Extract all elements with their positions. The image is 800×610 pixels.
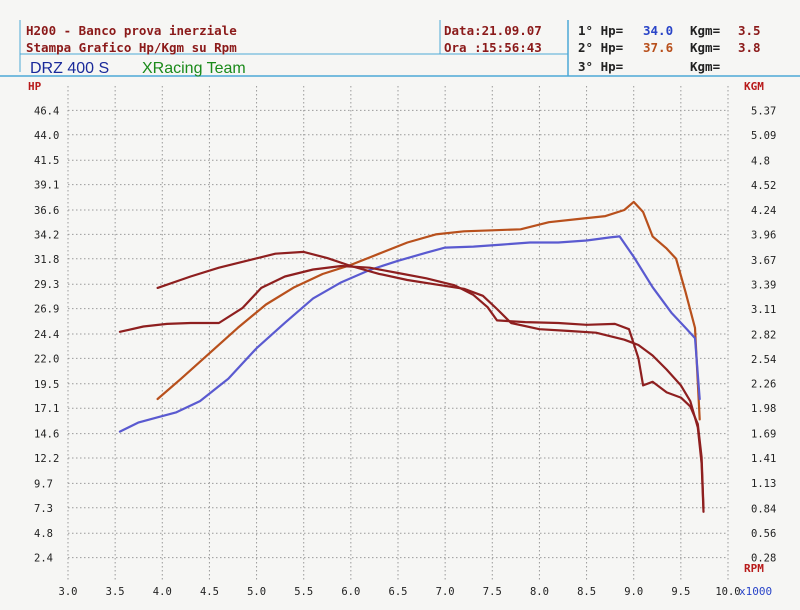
series-line-1 <box>156 200 701 421</box>
y-right-tick-label: 0.84 <box>751 503 776 515</box>
y-right-tick-label: 3.67 <box>751 255 776 267</box>
x-tick-label: 7.5 <box>483 586 502 598</box>
series-line-4 <box>118 264 705 510</box>
x-tick-label: 7.0 <box>436 586 455 598</box>
y-right-tick-label: 3.39 <box>751 279 776 291</box>
y-left-tick-label: 19.5 <box>34 379 59 391</box>
y-left-tick-label: 7.3 <box>34 503 53 515</box>
x-tick-label: 9.5 <box>671 586 690 598</box>
y-right-tick-label: 3.11 <box>751 304 776 316</box>
y-right-tick-label: 4.24 <box>751 205 776 217</box>
run-2-label: 2° Hp= <box>578 40 623 55</box>
y-left-tick-label: 34.2 <box>34 229 59 241</box>
y-left-tick-label: 44.0 <box>34 130 59 142</box>
y-left-tick-label: 12.2 <box>34 453 59 465</box>
y-left-tick-label: 46.4 <box>34 105 59 117</box>
y-right-tick-label: 2.54 <box>751 354 776 366</box>
header: H200 - Banco prova inerziale Stampa Graf… <box>26 23 761 74</box>
y-right-tick-label: 2.82 <box>751 329 776 341</box>
y-left-tick-label: 29.3 <box>34 279 59 291</box>
header-frame <box>0 20 800 77</box>
y-right-tick-label: 1.13 <box>751 478 776 490</box>
bike-model-label: DRZ 400 S <box>30 60 109 77</box>
y-left-tick-label: 22.0 <box>34 353 59 365</box>
y-left-tick-label: 24.4 <box>34 329 59 341</box>
y-left-tick-label: 2.4 <box>34 553 53 565</box>
y-right-axis-label: KGM <box>744 80 764 93</box>
run-3-label: 3° Hp= <box>578 59 623 74</box>
run-1-kgm-label: Kgm= <box>690 23 720 38</box>
x-tick-label: 3.0 <box>59 586 78 598</box>
y-left-tick-label: 26.9 <box>34 304 59 316</box>
x-tick-label: 4.0 <box>153 586 172 598</box>
chart-subtitle: Stampa Grafico Hp/Kgm su Rpm <box>26 40 237 55</box>
x-axis-unit: x1000 <box>739 585 772 598</box>
y-left-tick-label: 17.1 <box>34 403 59 415</box>
y-left-axis-label: HP <box>28 80 42 93</box>
y-left-tick-label: 39.1 <box>34 180 59 192</box>
x-tick-label: 4.5 <box>200 586 219 598</box>
y-right-tick-label: 5.09 <box>751 130 776 142</box>
x-tick-label: 9.0 <box>624 586 643 598</box>
x-tick-label: 5.0 <box>247 586 266 598</box>
x-tick-label: 3.5 <box>106 586 125 598</box>
run-1-hp: 34.0 <box>643 23 673 38</box>
axis-units: HP KGM RPM x1000 <box>28 80 772 598</box>
y-left-tick-label: 9.7 <box>34 478 53 490</box>
x-tick-label: 6.0 <box>341 586 360 598</box>
x-tick-label: 8.0 <box>530 586 549 598</box>
y-left-tick-label: 41.5 <box>34 155 59 167</box>
x-tick-label: 5.5 <box>294 586 313 598</box>
run-1-label: 1° Hp= <box>578 23 623 38</box>
x-tick-label: 6.5 <box>389 586 408 598</box>
y-right-tick-label: 2.26 <box>751 379 776 391</box>
grid <box>67 86 729 582</box>
y-right-tick-label: 0.28 <box>751 552 776 564</box>
y-right-tick-label: 4.8 <box>751 156 770 168</box>
run-1-kgm: 3.5 <box>738 23 761 38</box>
test-time: Ora :15:56:43 <box>444 40 542 55</box>
x-tick-label: 10.0 <box>715 586 740 598</box>
test-date: Data:21.09.07 <box>444 23 542 38</box>
y-right-tick-label: 1.98 <box>751 403 776 415</box>
run-2-hp: 37.6 <box>643 40 673 55</box>
x-tick-label: 8.5 <box>577 586 596 598</box>
y-left-tick-label: 31.8 <box>34 254 59 266</box>
y-right-tick-label: 3.96 <box>751 229 776 241</box>
run-2-kgm-label: Kgm= <box>690 40 720 55</box>
tick-labels: 3.0 3.5 4.0 4.5 5.0 5.5 6.0 6.5 7.0 7.5 8.0 8.5 9.0 9… <box>34 105 776 598</box>
x-axis-label: RPM <box>744 562 764 575</box>
test-title: H200 - Banco prova inerziale <box>26 23 237 38</box>
run-2-kgm: 3.8 <box>738 40 761 55</box>
header-frame-inner <box>19 20 568 72</box>
y-left-tick-label: 14.6 <box>34 429 59 441</box>
run-3-kgm-label: Kgm= <box>690 59 720 74</box>
y-right-tick-label: 1.41 <box>751 453 776 465</box>
team-name-label: XRacing Team <box>142 60 246 77</box>
overlay-labels: DRZ 400 S XRacing Team <box>30 60 246 77</box>
series-line-3 <box>156 250 705 513</box>
y-right-tick-label: 1.69 <box>751 429 776 441</box>
y-left-tick-label: 36.6 <box>34 205 59 217</box>
y-right-tick-label: 4.52 <box>751 180 776 192</box>
series <box>118 200 705 513</box>
series-line-2 <box>118 235 701 433</box>
y-right-tick-label: 5.37 <box>751 106 776 118</box>
y-left-tick-label: 4.8 <box>34 528 53 540</box>
y-right-tick-label: 0.56 <box>751 528 776 540</box>
